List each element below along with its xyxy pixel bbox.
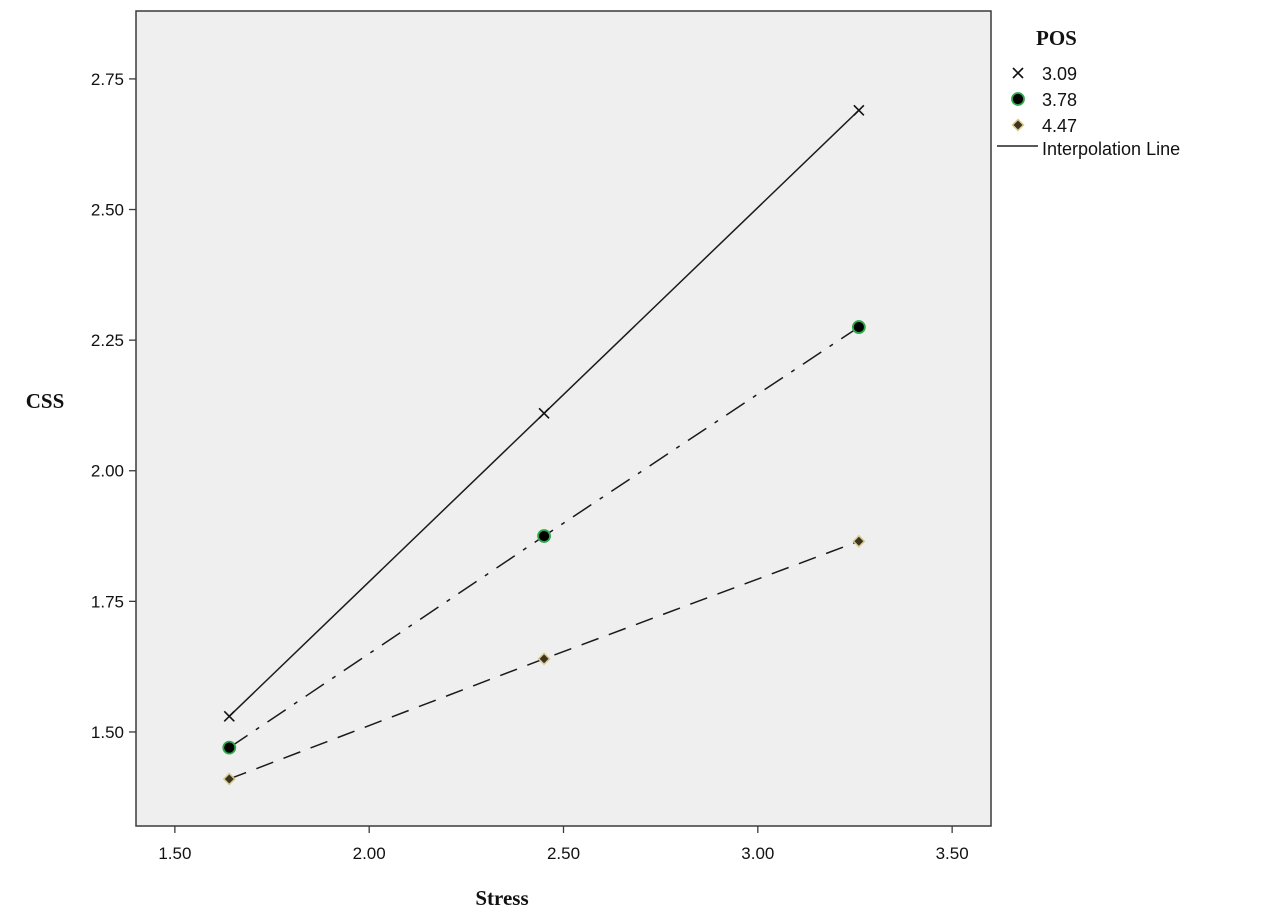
data-point-3.09 (853, 104, 865, 116)
data-point-3.09 (223, 710, 235, 722)
legend-title: POS (1036, 26, 1077, 50)
y-tick-label: 2.25 (91, 331, 124, 350)
data-point-4.47 (537, 652, 551, 666)
x-tick-label: 2.50 (547, 844, 580, 863)
legend: POS 3.09 3.78 4.47 Interpolation Line (997, 26, 1180, 159)
x-axis-title: Stress (475, 886, 528, 910)
x-tick-label: 2.00 (353, 844, 386, 863)
legend-marker-3.09 (1012, 67, 1024, 79)
legend-interpolation-line-label: Interpolation Line (1042, 139, 1180, 159)
axes: 1.50 2.00 2.50 3.00 3.50 1.50 1.75 2.00 2.25 2.50… (91, 70, 969, 863)
x-tick-label: 3.50 (936, 844, 969, 863)
data-point-3.78 (222, 740, 237, 755)
legend-label: 3.09 (1042, 64, 1077, 84)
y-tick-label: 1.75 (91, 592, 124, 611)
data-point-3.78 (851, 320, 866, 334)
y-tick-label: 2.75 (91, 70, 124, 89)
y-tick-label: 2.00 (91, 462, 124, 481)
legend-marker-4.47 (1011, 118, 1025, 132)
data-point-3.78 (537, 529, 551, 543)
data-point-4.47 (852, 534, 866, 548)
y-axis-title: CSS (26, 389, 65, 413)
series-layer (222, 104, 866, 786)
legend-label: 4.47 (1042, 116, 1077, 136)
legend-label: 3.78 (1042, 90, 1077, 110)
plot-area (135, 10, 992, 827)
y-tick-label: 1.50 (91, 723, 124, 742)
x-tick-label: 1.50 (158, 844, 191, 863)
y-tick-label: 2.50 (91, 201, 124, 220)
x-tick-label: 3.00 (741, 844, 774, 863)
legend-marker-3.78 (1011, 92, 1025, 106)
legend-items: 3.09 3.78 4.47 (1011, 64, 1077, 136)
data-point-3.09 (538, 407, 550, 419)
data-point-4.47 (222, 772, 236, 786)
